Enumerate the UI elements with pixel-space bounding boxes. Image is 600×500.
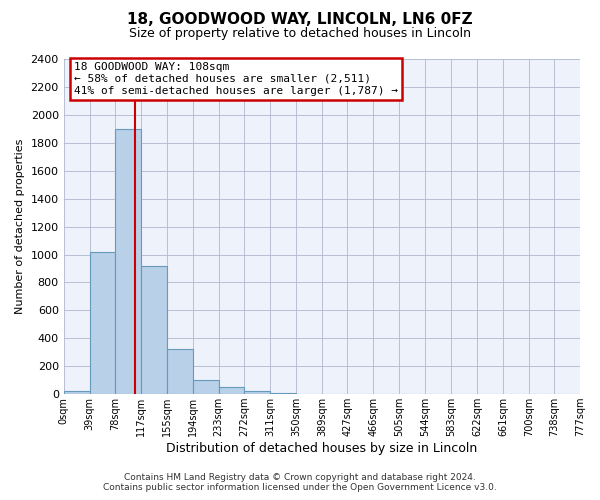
Bar (142, 266, 167, 394)
Bar (89, 252, 115, 394)
Text: 18, GOODWOOD WAY, LINCOLN, LN6 0FZ: 18, GOODWOOD WAY, LINCOLN, LN6 0FZ (127, 12, 473, 28)
Text: Contains HM Land Registry data © Crown copyright and database right 2024.
Contai: Contains HM Land Registry data © Crown c… (103, 473, 497, 492)
Bar (64, 392, 89, 394)
Bar (193, 380, 218, 394)
Bar (244, 392, 271, 394)
Bar (115, 129, 142, 394)
X-axis label: Distribution of detached houses by size in Lincoln: Distribution of detached houses by size … (166, 442, 478, 455)
Text: Size of property relative to detached houses in Lincoln: Size of property relative to detached ho… (129, 28, 471, 40)
Bar (218, 387, 244, 394)
Text: 18 GOODWOOD WAY: 108sqm
← 58% of detached houses are smaller (2,511)
41% of semi: 18 GOODWOOD WAY: 108sqm ← 58% of detache… (74, 62, 398, 96)
Bar (167, 350, 193, 394)
Y-axis label: Number of detached properties: Number of detached properties (15, 139, 25, 314)
